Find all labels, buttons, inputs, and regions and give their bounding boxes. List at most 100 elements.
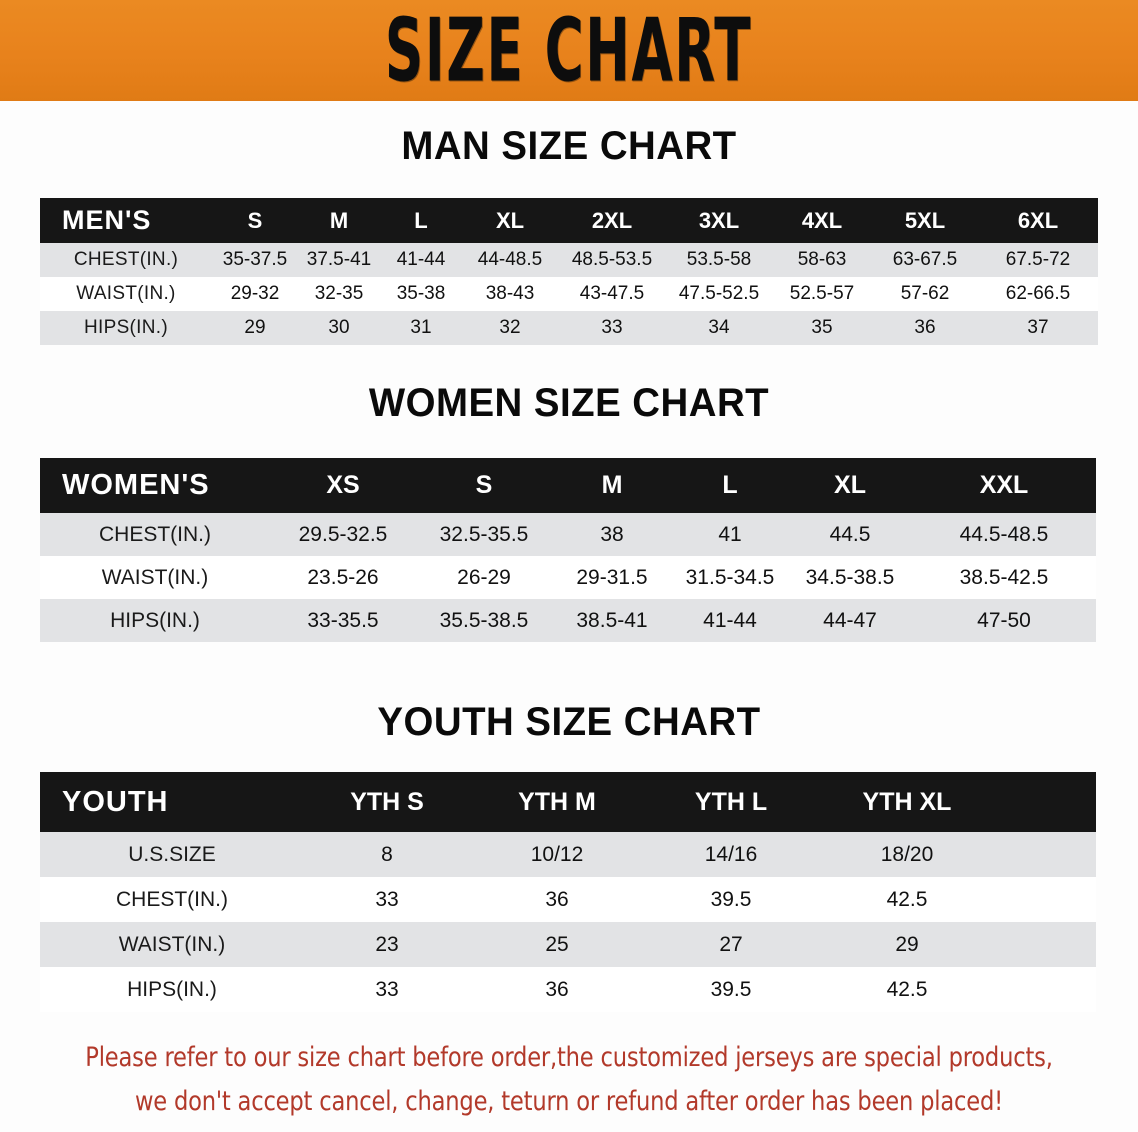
youth-col-header: YTH XL: [818, 772, 996, 832]
men-col-header: M: [298, 198, 380, 243]
youth-cell-spacer: [996, 967, 1096, 1012]
women-cell: 44.5-48.5: [912, 513, 1096, 556]
disclaimer-line-1: Please refer to our size chart before or…: [85, 1042, 1053, 1073]
women-cell: 26-29: [416, 556, 552, 599]
men-cell: 30: [298, 311, 380, 345]
disclaimer-line-2: we don't accept cancel, change, teturn o…: [134, 1086, 1004, 1117]
men-col-header: 3XL: [666, 198, 772, 243]
youth-cell: 29: [818, 922, 996, 967]
men-corner-label: MEN'S: [40, 198, 212, 243]
youth-cell: 39.5: [644, 877, 818, 922]
men-cell: 35: [772, 311, 872, 345]
table-header-row: MEN'S S M L XL 2XL 3XL 4XL 5XL 6XL: [40, 198, 1098, 243]
youth-cell-spacer: [996, 832, 1096, 877]
men-cell: 43-47.5: [558, 277, 666, 311]
women-cell: 31.5-34.5: [672, 556, 788, 599]
men-cell: 47.5-52.5: [666, 277, 772, 311]
table-row: HIPS(IN.) 29 30 31 32 33 34 35 36 37: [40, 311, 1098, 345]
table-row: CHEST(IN.) 33 36 39.5 42.5: [40, 877, 1096, 922]
men-cell: 44-48.5: [462, 243, 558, 277]
women-cell: 38.5-41: [552, 599, 672, 642]
men-cell: 63-67.5: [872, 243, 978, 277]
women-cell: 29-31.5: [552, 556, 672, 599]
women-col-header: L: [672, 458, 788, 513]
youth-cell: 39.5: [644, 967, 818, 1012]
youth-col-header: YTH L: [644, 772, 818, 832]
women-cell: 35.5-38.5: [416, 599, 552, 642]
women-col-header: XXL: [912, 458, 1096, 513]
men-cell: 52.5-57: [772, 277, 872, 311]
men-col-header: 5XL: [872, 198, 978, 243]
men-row-label: CHEST(IN.): [40, 243, 212, 277]
women-row-label: CHEST(IN.): [40, 513, 270, 556]
section-title-youth: YOUTH SIZE CHART: [377, 700, 761, 744]
page-title: SIZE CHART: [385, 0, 753, 101]
men-cell: 38-43: [462, 277, 558, 311]
youth-cell: 14/16: [644, 832, 818, 877]
youth-cell: 36: [470, 967, 644, 1012]
women-cell: 41: [672, 513, 788, 556]
women-row-label: WAIST(IN.): [40, 556, 270, 599]
men-col-header: S: [212, 198, 298, 243]
table-row: CHEST(IN.) 29.5-32.5 32.5-35.5 38 41 44.…: [40, 513, 1096, 556]
men-cell: 37.5-41: [298, 243, 380, 277]
men-row-label: WAIST(IN.): [40, 277, 212, 311]
men-cell: 37: [978, 311, 1098, 345]
men-cell: 58-63: [772, 243, 872, 277]
youth-col-header: YTH M: [470, 772, 644, 832]
youth-cell: 42.5: [818, 877, 996, 922]
men-cell: 67.5-72: [978, 243, 1098, 277]
table-row: WAIST(IN.) 23.5-26 26-29 29-31.5 31.5-34…: [40, 556, 1096, 599]
women-col-header: S: [416, 458, 552, 513]
men-cell: 31: [380, 311, 462, 345]
women-col-header: XL: [788, 458, 912, 513]
table-row: U.S.SIZE 8 10/12 14/16 18/20: [40, 832, 1096, 877]
youth-corner-label: YOUTH: [40, 772, 304, 832]
men-col-header: 6XL: [978, 198, 1098, 243]
women-cell: 44-47: [788, 599, 912, 642]
men-row-label: HIPS(IN.): [40, 311, 212, 345]
men-cell: 48.5-53.5: [558, 243, 666, 277]
women-cell: 41-44: [672, 599, 788, 642]
men-cell: 33: [558, 311, 666, 345]
youth-cell: 18/20: [818, 832, 996, 877]
men-col-header: XL: [462, 198, 558, 243]
men-cell: 62-66.5: [978, 277, 1098, 311]
men-size-table: MEN'S S M L XL 2XL 3XL 4XL 5XL 6XL CHEST…: [40, 198, 1098, 345]
women-cell: 34.5-38.5: [788, 556, 912, 599]
table-row: CHEST(IN.) 35-37.5 37.5-41 41-44 44-48.5…: [40, 243, 1098, 277]
women-cell: 38: [552, 513, 672, 556]
men-cell: 41-44: [380, 243, 462, 277]
women-corner-label: WOMEN'S: [40, 458, 270, 513]
youth-col-header: YTH S: [304, 772, 470, 832]
disclaimer-text: Please refer to our size chart before or…: [40, 1036, 1098, 1124]
women-row-label: HIPS(IN.): [40, 599, 270, 642]
men-cell: 57-62: [872, 277, 978, 311]
youth-cell: 33: [304, 877, 470, 922]
youth-cell: 33: [304, 967, 470, 1012]
men-cell: 29: [212, 311, 298, 345]
men-cell: 32: [462, 311, 558, 345]
youth-row-label: CHEST(IN.): [40, 877, 304, 922]
men-cell: 53.5-58: [666, 243, 772, 277]
men-col-header: L: [380, 198, 462, 243]
youth-cell-spacer: [996, 922, 1096, 967]
table-header-row: WOMEN'S XS S M L XL XXL: [40, 458, 1096, 513]
table-row: WAIST(IN.) 29-32 32-35 35-38 38-43 43-47…: [40, 277, 1098, 311]
men-col-header: 4XL: [772, 198, 872, 243]
youth-row-label: U.S.SIZE: [40, 832, 304, 877]
women-cell: 29.5-32.5: [270, 513, 416, 556]
women-cell: 47-50: [912, 599, 1096, 642]
women-cell: 38.5-42.5: [912, 556, 1096, 599]
section-title-man: MAN SIZE CHART: [401, 124, 737, 168]
youth-cell: 42.5: [818, 967, 996, 1012]
youth-cell: 27: [644, 922, 818, 967]
women-col-header: M: [552, 458, 672, 513]
youth-header-spacer: [996, 772, 1096, 832]
youth-cell: 25: [470, 922, 644, 967]
men-cell: 32-35: [298, 277, 380, 311]
men-cell: 35-37.5: [212, 243, 298, 277]
youth-cell: 10/12: [470, 832, 644, 877]
table-row: HIPS(IN.) 33-35.5 35.5-38.5 38.5-41 41-4…: [40, 599, 1096, 642]
youth-size-table: YOUTH YTH S YTH M YTH L YTH XL U.S.SIZE …: [40, 772, 1096, 1012]
